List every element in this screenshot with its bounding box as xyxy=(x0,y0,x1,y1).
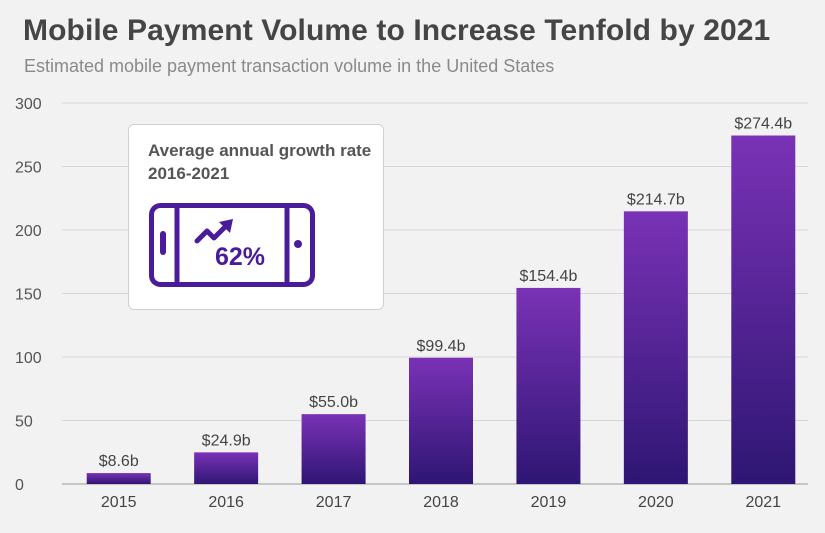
y-tick-label: 50 xyxy=(15,414,33,431)
bar-value-label: $24.9b xyxy=(202,432,251,449)
y-tick-label: 100 xyxy=(15,350,42,367)
bar-2017 xyxy=(301,414,366,484)
bar-value-label: $274.4b xyxy=(734,116,792,133)
bar-2021 xyxy=(731,135,796,484)
x-tick-label: 2016 xyxy=(208,494,244,511)
bar-2020 xyxy=(623,211,688,484)
x-axis-ticks: 2015 2016 2017 2018 2019 2020 2021 xyxy=(101,494,781,511)
bar-2016 xyxy=(194,452,259,484)
y-tick-label: 150 xyxy=(15,287,42,304)
chart-subtitle: Estimated mobile payment transaction vol… xyxy=(24,56,555,76)
bar-2018 xyxy=(409,357,473,484)
smartphone-trend-up-icon xyxy=(149,203,315,292)
callout-text: Average annual growth rate 2016-2021 xyxy=(148,141,372,183)
bar-2015 xyxy=(86,473,151,484)
bar-value-label: $55.0b xyxy=(309,394,358,411)
bar-value-label: $214.7b xyxy=(627,191,685,208)
x-tick-label: 2020 xyxy=(638,494,674,511)
bar-value-label: $99.4b xyxy=(417,338,466,355)
x-tick-label: 2019 xyxy=(531,494,567,511)
chart-title: Mobile Payment Volume to Increase Tenfol… xyxy=(23,14,771,47)
growth-callout-box: Average annual growth rate 2016-2021 62% xyxy=(128,124,384,310)
y-tick-label: 200 xyxy=(15,223,42,240)
x-tick-label: 2018 xyxy=(423,494,459,511)
x-tick-label: 2021 xyxy=(745,494,781,511)
callout-growth-value: 62% xyxy=(215,243,266,271)
bars: $8.6b $24.9b $55.0b $99.4b $154.4b $214.7b $27… xyxy=(86,116,796,484)
y-tick-label: 0 xyxy=(15,477,24,494)
bar-value-label: $154.4b xyxy=(520,268,578,285)
y-tick-label: 300 xyxy=(15,96,42,113)
y-axis-ticks: 0 50 100 150 200 250 300 xyxy=(15,96,42,494)
x-tick-label: 2015 xyxy=(101,494,137,511)
x-tick-label: 2017 xyxy=(316,494,352,511)
y-tick-label: 250 xyxy=(15,160,42,177)
bar-2019 xyxy=(516,287,581,484)
bar-value-label: $8.6b xyxy=(99,453,139,470)
